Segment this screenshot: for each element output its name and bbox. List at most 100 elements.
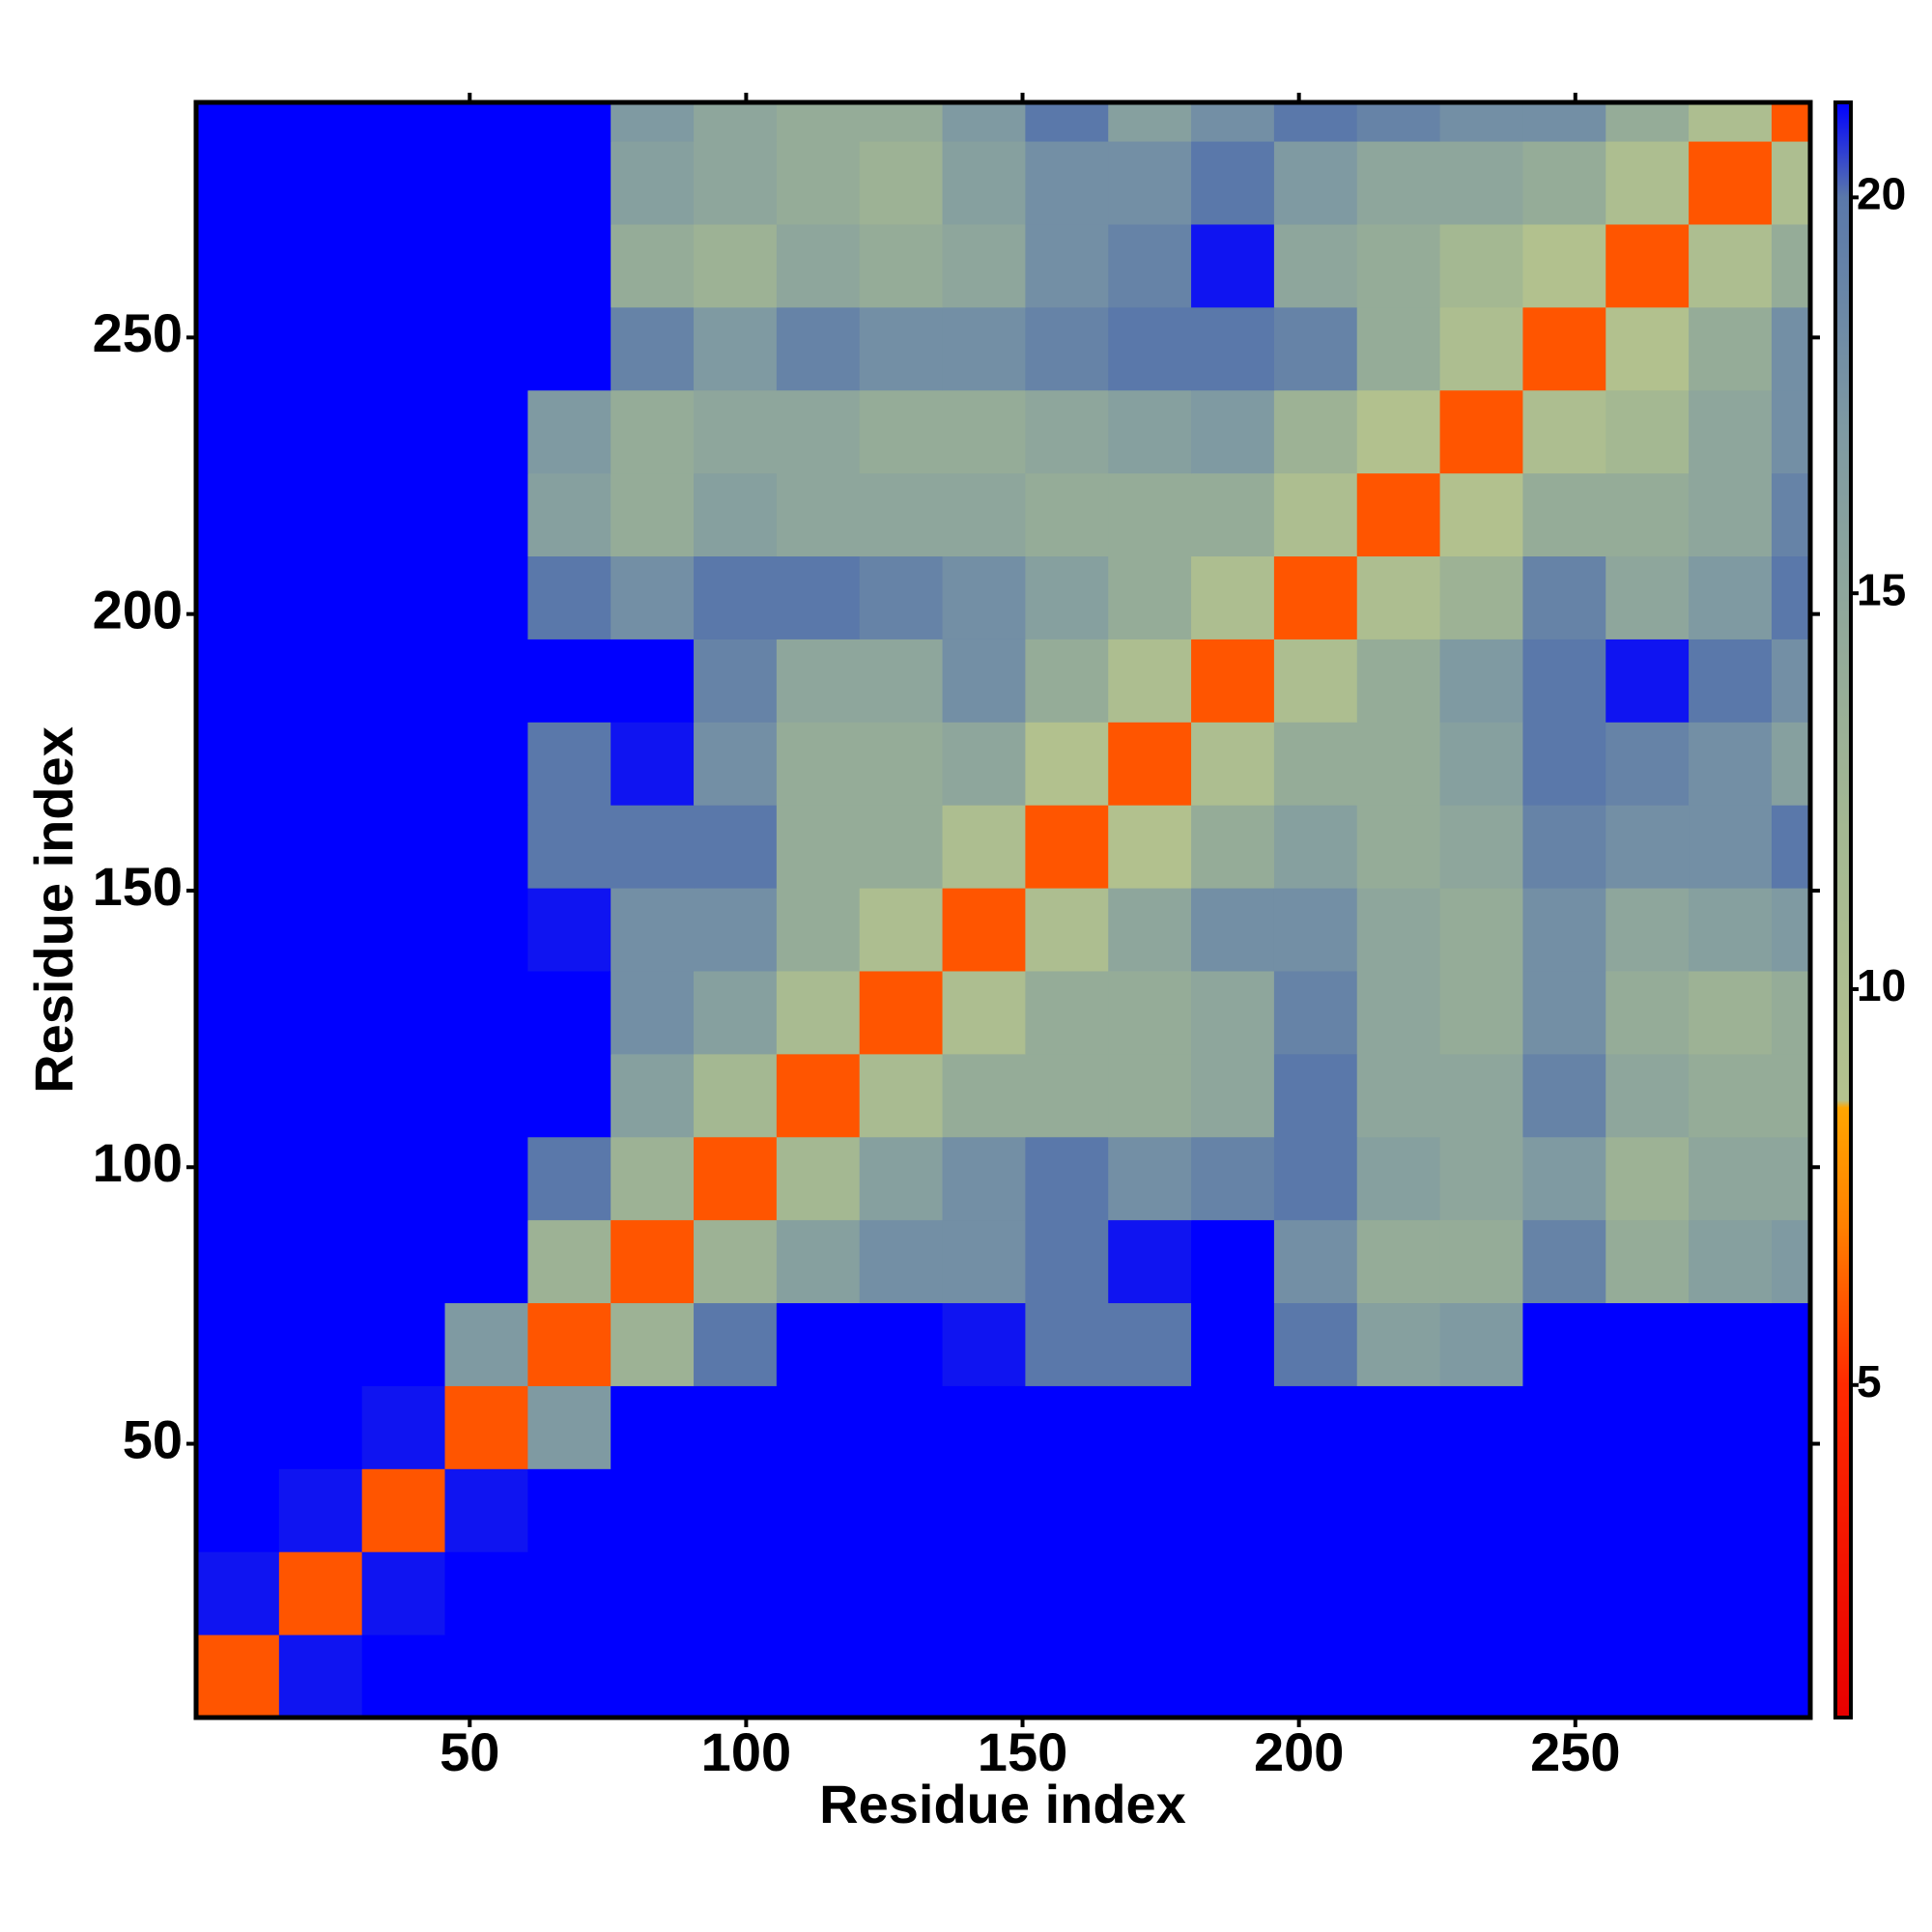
heatmap-cell xyxy=(1025,102,1109,142)
heatmap-cell xyxy=(196,639,280,723)
heatmap-cell xyxy=(942,722,1026,806)
y-tick-label: 250 xyxy=(93,302,183,363)
heatmap-cell xyxy=(527,223,611,308)
heatmap-cell xyxy=(776,1302,861,1386)
heatmap-cell xyxy=(694,306,778,391)
x-tick-label: 100 xyxy=(701,1721,791,1782)
heatmap-cell xyxy=(1356,970,1441,1055)
heatmap-cell xyxy=(1522,102,1606,142)
heatmap-cell xyxy=(1439,1468,1523,1552)
heatmap-cell xyxy=(1689,888,1773,972)
heatmap-cell xyxy=(942,970,1026,1055)
heatmap-cell xyxy=(444,970,528,1055)
heatmap-cell xyxy=(611,1219,695,1304)
heatmap-cell xyxy=(361,1634,446,1719)
heatmap-cell xyxy=(1689,1468,1773,1552)
heatmap-cell xyxy=(1689,141,1773,225)
heatmap-cell xyxy=(1191,472,1275,557)
heatmap-cell xyxy=(1522,639,1606,723)
heatmap-cell xyxy=(1025,1136,1109,1221)
heatmap-cell xyxy=(1025,223,1109,308)
heatmap-cell xyxy=(1771,389,1811,474)
heatmap-cell xyxy=(1522,141,1606,225)
heatmap-cell xyxy=(527,1634,611,1719)
heatmap-cell xyxy=(611,472,695,557)
heatmap-cell xyxy=(776,1136,861,1221)
heatmap-cell xyxy=(1025,141,1109,225)
heatmap-cell xyxy=(361,970,446,1055)
heatmap-cell xyxy=(1191,1302,1275,1386)
heatmap-cell xyxy=(611,1634,695,1719)
heatmap-cell xyxy=(361,888,446,972)
heatmap-cell xyxy=(1689,970,1773,1055)
heatmap-cell xyxy=(278,722,363,806)
heatmap-cell xyxy=(1689,1634,1773,1719)
heatmap-cell xyxy=(1689,1219,1773,1304)
heatmap-cell xyxy=(1771,639,1811,723)
heatmap-cell xyxy=(1191,102,1275,142)
heatmap-cell xyxy=(1439,722,1523,806)
heatmap-cell xyxy=(527,722,611,806)
heatmap-cell xyxy=(1689,102,1773,142)
heatmap-cell xyxy=(1108,472,1192,557)
heatmap-cell xyxy=(859,888,944,972)
heatmap-cell xyxy=(444,1551,528,1635)
heatmap-cell xyxy=(361,1302,446,1386)
heatmap-cell xyxy=(1439,306,1523,391)
x-axis-title: Residue index xyxy=(819,1774,1186,1834)
heatmap-cell xyxy=(1273,555,1358,639)
heatmap-cell xyxy=(1771,555,1811,639)
heatmap-cell xyxy=(1689,472,1773,557)
heatmap-cell xyxy=(361,639,446,723)
heatmap-cell xyxy=(278,555,363,639)
heatmap-cell xyxy=(1522,722,1606,806)
heatmap-cell xyxy=(1191,1053,1275,1138)
heatmap-cell xyxy=(776,306,861,391)
heatmap-cell xyxy=(611,102,695,142)
heatmap-cell xyxy=(1273,1468,1358,1552)
heatmap-cell xyxy=(1689,306,1773,391)
heatmap-cell xyxy=(1191,722,1275,806)
heatmap-cell xyxy=(1356,306,1441,391)
heatmap-cell xyxy=(859,102,944,142)
heatmap-cell xyxy=(1605,223,1690,308)
heatmap-cell xyxy=(1025,1385,1109,1469)
heatmap-cell xyxy=(444,1468,528,1552)
heatmap-cell xyxy=(278,1219,363,1304)
x-tick-label: 200 xyxy=(1254,1721,1344,1782)
heatmap-cell xyxy=(1605,722,1690,806)
heatmap-cell xyxy=(1771,805,1811,889)
heatmap-cell xyxy=(527,1551,611,1635)
heatmap-cell xyxy=(1439,102,1523,142)
heatmap-cell xyxy=(611,970,695,1055)
heatmap-cell xyxy=(278,639,363,723)
heatmap-cell xyxy=(1356,141,1441,225)
heatmap-cell xyxy=(444,722,528,806)
heatmap-cell xyxy=(196,805,280,889)
heatmap-cell xyxy=(776,1053,861,1138)
heatmap-cell xyxy=(1439,1634,1523,1719)
heatmap-cell xyxy=(278,1136,363,1221)
heatmap-cell xyxy=(444,1302,528,1386)
heatmap-cell xyxy=(278,1468,363,1552)
heatmap-cell xyxy=(1522,1219,1606,1304)
heatmap-cell xyxy=(1025,1219,1109,1304)
colorbar-tick-label: 10 xyxy=(1857,960,1906,1010)
heatmap-cell xyxy=(1191,1219,1275,1304)
heatmap-cell xyxy=(694,639,778,723)
heatmap-cell xyxy=(1605,1385,1690,1469)
heatmap-cell xyxy=(196,1634,280,1719)
heatmap-cell xyxy=(942,472,1026,557)
heatmap-cell xyxy=(776,722,861,806)
heatmap-cell xyxy=(278,805,363,889)
heatmap-cell xyxy=(1605,472,1690,557)
heatmap-cell xyxy=(694,141,778,225)
heatmap-cell xyxy=(859,1634,944,1719)
heatmap-cell xyxy=(694,555,778,639)
heatmap-cell xyxy=(859,306,944,391)
heatmap-cell xyxy=(196,1053,280,1138)
heatmap-cell xyxy=(278,888,363,972)
heatmap-cell xyxy=(611,1302,695,1386)
heatmap-cell xyxy=(527,472,611,557)
